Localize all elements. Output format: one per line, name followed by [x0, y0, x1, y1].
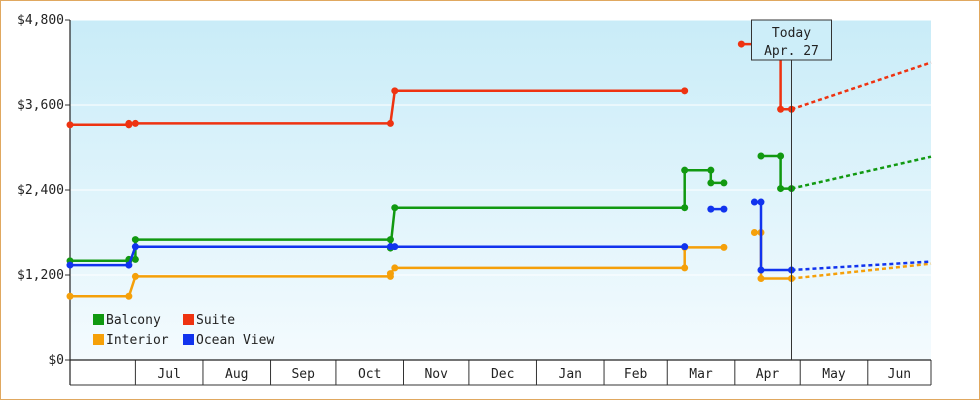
data-point-ocean-view [391, 243, 399, 251]
data-point-suite [391, 87, 399, 95]
data-point-interior [131, 272, 139, 280]
axes: $0 $1,200 $2,400 $3,600 $4,800 Jul Aug Sep Oct No… [17, 13, 932, 386]
series-interior [66, 229, 932, 300]
x-tick-label: Dec [491, 367, 514, 382]
data-point-suite [737, 40, 745, 48]
series-suite [66, 40, 932, 129]
legend-label-balcony: Balcony [106, 313, 161, 328]
data-point-interior [66, 292, 74, 300]
data-point-ocean-view [750, 198, 758, 206]
data-point-ocean-view [757, 266, 765, 274]
data-point-balcony [131, 255, 139, 263]
forecast-line-interior [791, 262, 932, 280]
legend-swatch-balcony [93, 314, 104, 325]
x-tick-label: Apr [756, 367, 780, 382]
x-tick-label: Feb [624, 367, 648, 382]
data-point-interior [681, 264, 689, 272]
legend-label-interior: Interior [106, 333, 169, 348]
y-tick-label: $3,600 [17, 98, 64, 113]
data-point-suite [681, 87, 689, 95]
legend-swatch-interior [93, 334, 104, 345]
data-point-balcony [707, 179, 715, 187]
x-tick-label: Jul [157, 367, 180, 382]
x-tick-label: Nov [424, 367, 448, 382]
today-label: Today [772, 26, 811, 41]
legend-swatch-ocean-view [183, 334, 194, 345]
forecast-line-suite [791, 61, 932, 111]
data-point-balcony [131, 236, 139, 244]
data-point-ocean-view [757, 198, 765, 206]
data-point-suite [386, 119, 394, 127]
y-tick-label: $1,200 [17, 268, 64, 283]
data-point-interior [125, 292, 133, 300]
data-point-suite [66, 121, 74, 129]
x-tick-label: May [822, 367, 846, 382]
data-point-ocean-view [125, 261, 133, 269]
data-point-balcony [707, 166, 715, 174]
legend-label-suite: Suite [196, 313, 235, 328]
x-tick-label: Mar [689, 367, 713, 382]
today-marker: Today Apr. 27 [750, 19, 832, 360]
x-tick-label: Oct [358, 367, 381, 382]
forecast-line-balcony [791, 155, 932, 190]
y-tick-label: $4,800 [17, 13, 64, 28]
data-point-suite [125, 119, 133, 127]
today-date: Apr. 27 [764, 44, 819, 59]
legend-swatch-suite [183, 314, 194, 325]
data-point-balcony [720, 179, 728, 187]
series-layer [66, 40, 932, 300]
x-tick-label: Sep [291, 367, 315, 382]
x-tick-label: Aug [225, 367, 248, 382]
data-point-ocean-view [681, 243, 689, 251]
data-point-interior [757, 275, 765, 283]
data-point-interior [391, 264, 399, 272]
data-point-balcony [757, 152, 765, 160]
y-tick-label: $0 [48, 353, 64, 368]
x-tick-label: Jun [888, 367, 911, 382]
series-ocean-view [66, 198, 932, 274]
today-box [750, 19, 832, 61]
y-tick-label: $2,400 [17, 183, 64, 198]
data-point-ocean-view [131, 243, 139, 251]
x-tick-label: Jan [559, 367, 582, 382]
series-line-ocean-view [70, 245, 685, 267]
data-point-ocean-view [707, 205, 715, 213]
data-point-ocean-view [66, 261, 74, 269]
data-point-balcony [391, 204, 399, 212]
forecast-line-ocean-view [791, 260, 932, 272]
data-point-balcony [777, 185, 785, 193]
data-point-balcony [681, 166, 689, 174]
data-point-interior [386, 270, 394, 278]
data-point-interior [720, 243, 728, 251]
legend-label-ocean-view: Ocean View [196, 333, 274, 348]
data-point-suite [131, 119, 139, 127]
data-point-balcony [681, 204, 689, 212]
data-point-suite [777, 105, 785, 113]
data-point-balcony [777, 152, 785, 160]
data-point-interior [750, 229, 758, 236]
data-point-ocean-view [720, 205, 728, 213]
legend: Balcony Suite Interior Ocean View [93, 313, 274, 348]
data-point-balcony [386, 236, 394, 244]
series-line-balcony [761, 154, 792, 190]
